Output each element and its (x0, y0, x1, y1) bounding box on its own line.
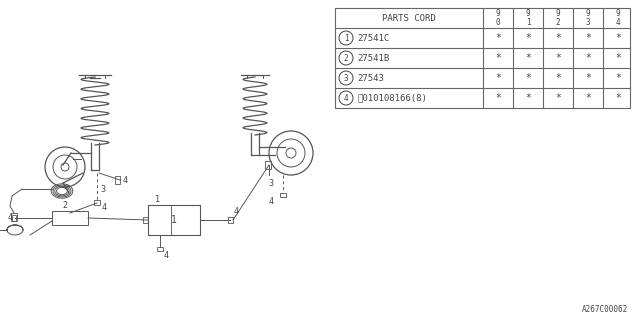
Text: 2: 2 (63, 201, 67, 210)
Text: 4: 4 (344, 93, 348, 102)
Text: *: * (495, 93, 501, 103)
Bar (52, 211, 88, 225)
Text: A267C00062: A267C00062 (582, 305, 628, 314)
Text: *: * (615, 73, 621, 83)
Text: 1: 1 (171, 215, 177, 225)
Bar (11, 213, 17, 221)
Text: 27541C: 27541C (357, 34, 389, 43)
Bar (265, 161, 271, 169)
Bar (94, 200, 100, 205)
Text: 1: 1 (154, 196, 159, 204)
Text: *: * (495, 73, 501, 83)
Text: 4: 4 (163, 251, 168, 260)
Text: *: * (555, 33, 561, 43)
Text: 27543: 27543 (357, 74, 384, 83)
Text: *: * (525, 73, 531, 83)
Text: *: * (525, 93, 531, 103)
Text: 4: 4 (122, 175, 127, 185)
Text: *: * (555, 73, 561, 83)
Text: 9
3: 9 3 (586, 9, 590, 27)
Text: 27541B: 27541B (357, 53, 389, 62)
Text: 4: 4 (234, 207, 239, 217)
Text: *: * (555, 93, 561, 103)
Bar (115, 176, 120, 184)
Bar (157, 247, 163, 251)
Bar (143, 217, 148, 223)
Text: *: * (495, 33, 501, 43)
Text: 3: 3 (269, 179, 273, 188)
Text: *: * (525, 53, 531, 63)
Text: 9
0: 9 0 (496, 9, 500, 27)
Text: 2: 2 (344, 53, 348, 62)
Text: *: * (585, 33, 591, 43)
Text: 1: 1 (344, 34, 348, 43)
Text: *: * (495, 53, 501, 63)
Text: 4: 4 (102, 203, 106, 212)
Text: *: * (585, 73, 591, 83)
Bar (335, 8, 630, 108)
Text: *: * (525, 33, 531, 43)
Text: 3: 3 (344, 74, 348, 83)
Text: 4: 4 (269, 196, 273, 205)
Bar (12, 215, 16, 221)
Bar (280, 193, 286, 197)
Text: 3: 3 (100, 185, 106, 194)
Text: 9
1: 9 1 (525, 9, 531, 27)
Text: *: * (585, 53, 591, 63)
Text: *: * (585, 93, 591, 103)
Text: *: * (555, 53, 561, 63)
Text: 9
2: 9 2 (556, 9, 560, 27)
Text: *: * (615, 93, 621, 103)
Text: PARTS CORD: PARTS CORD (382, 13, 436, 22)
Bar (148, 205, 200, 235)
Text: 9
4: 9 4 (616, 9, 620, 27)
Text: *: * (615, 33, 621, 43)
Bar (228, 217, 233, 223)
Text: *: * (615, 53, 621, 63)
Text: 4: 4 (8, 213, 13, 222)
Text: Ⓑ010108166(8): Ⓑ010108166(8) (357, 93, 427, 102)
